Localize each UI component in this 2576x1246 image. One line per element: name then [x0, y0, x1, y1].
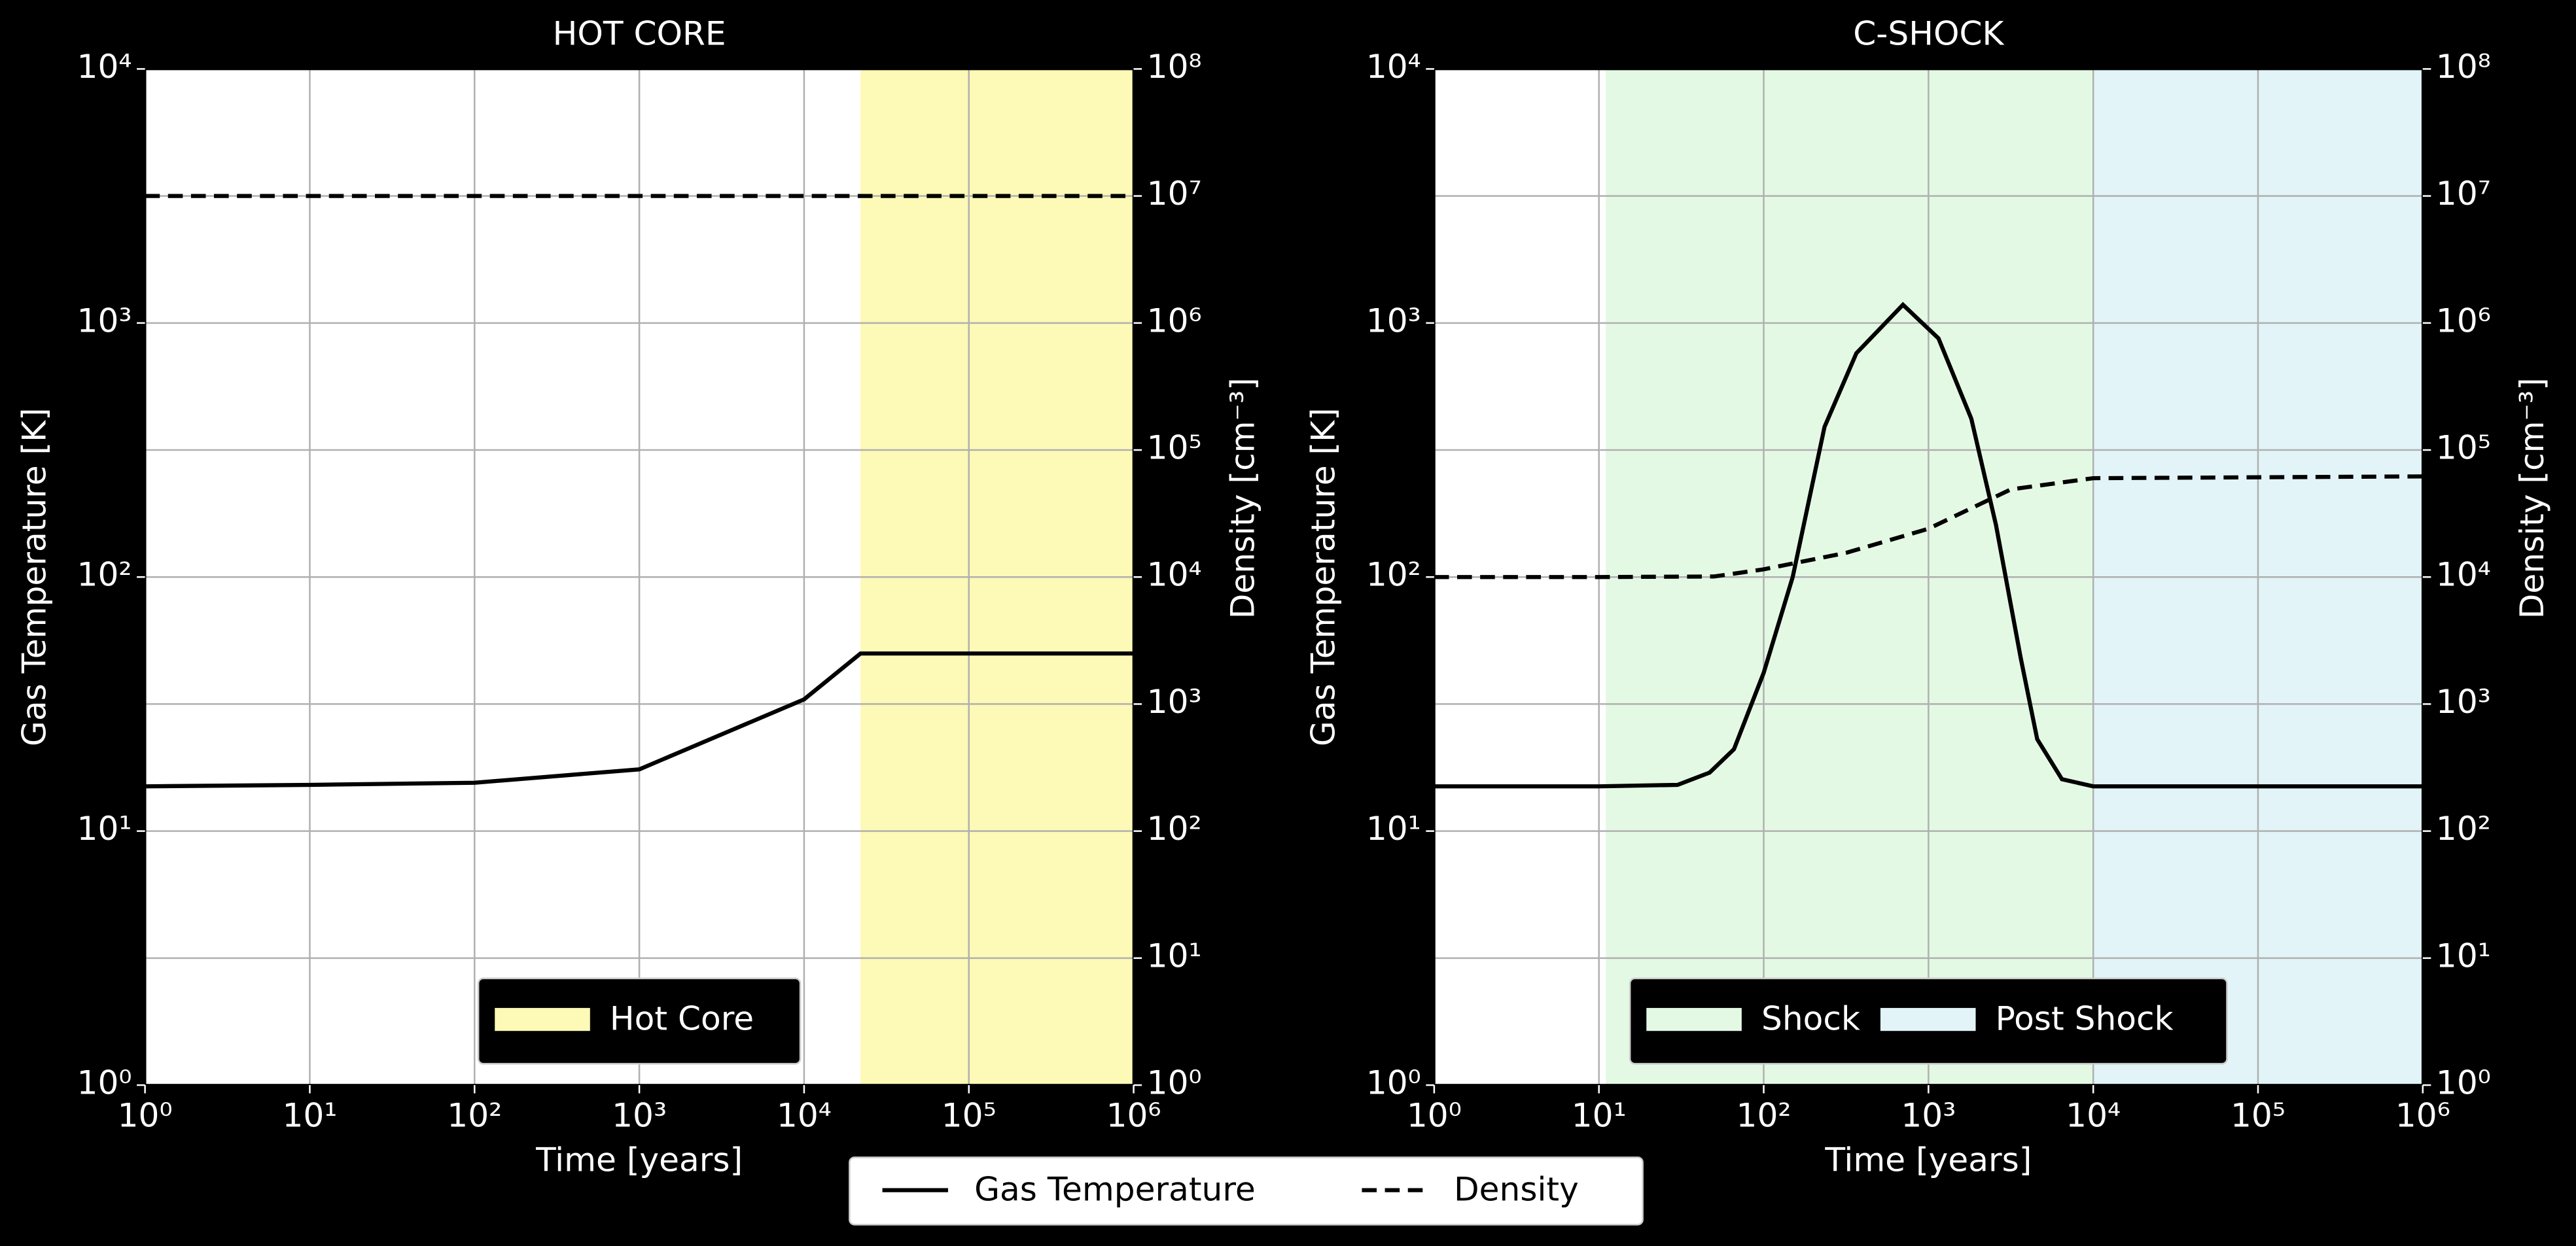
y-tick-label: 10⁴: [1366, 47, 1421, 86]
y-tick-label: 10⁴: [77, 47, 132, 86]
y2-tick-label: 10⁸: [1147, 47, 1202, 86]
y2-tick-label: 10¹: [2436, 936, 2491, 975]
data-line: [145, 651, 1134, 789]
x-tick-label: 10⁶: [2395, 1096, 2450, 1135]
legend-swatch: [1646, 1008, 1742, 1031]
x-tick-label: 10⁰: [118, 1096, 173, 1135]
y2-tick-label: 10⁵: [2436, 428, 2491, 467]
y2-tick-label: 10⁷: [2436, 174, 2491, 213]
y2-tick-label: 10²: [2436, 809, 2491, 848]
y2-tick-label: 10⁷: [1147, 174, 1202, 213]
region-legend: Shock Post Shock: [1629, 977, 2228, 1065]
x-axis-label: Time [years]: [535, 1140, 743, 1179]
y2-axis-label: Density [cm⁻³]: [2513, 377, 2551, 619]
y2-tick-label: 10³: [2436, 682, 2491, 721]
y2-tick-label: 10²: [1147, 809, 1202, 848]
data-line: [1434, 474, 2423, 580]
legend-swatch: [1880, 1008, 1976, 1031]
subplot-title: HOT CORE: [553, 14, 726, 53]
y2-axis-label: Density [cm⁻³]: [1224, 377, 1262, 619]
x-tick-label: 10⁵: [942, 1096, 997, 1135]
legend-label: Hot Core: [610, 999, 754, 1038]
y-tick-label: 10²: [77, 555, 132, 594]
legend-label: Post Shock: [1996, 999, 2174, 1038]
subplot-title: C-SHOCK: [1853, 14, 2004, 53]
x-tick-label: 10⁵: [2231, 1096, 2285, 1135]
region-legend: Hot Core: [477, 977, 802, 1065]
y2-tick-label: 10⁶: [1147, 301, 1202, 339]
x-tick-label: 10⁰: [1407, 1096, 1462, 1135]
data-line: [1434, 302, 2423, 789]
y-tick-label: 10⁰: [77, 1064, 132, 1102]
y-tick-label: 10³: [1366, 301, 1421, 339]
x-axis-label: Time [years]: [1824, 1140, 2032, 1179]
y-axis-label: Gas Temperature [K]: [1304, 407, 1343, 746]
y-tick-label: 10²: [1366, 555, 1421, 594]
y-tick-label: 10¹: [77, 809, 132, 848]
y2-tick-label: 10⁶: [2436, 301, 2491, 339]
x-tick-label: 10²: [1737, 1096, 1791, 1135]
legend-label: Gas Temperature: [974, 1170, 1256, 1209]
x-tick-label: 10⁴: [777, 1096, 832, 1135]
x-tick-label: 10⁴: [2066, 1096, 2121, 1135]
y2-tick-label: 10⁴: [2436, 555, 2491, 594]
y2-tick-label: 10³: [1147, 682, 1202, 721]
y-tick-label: 10³: [77, 301, 132, 339]
y-tick-label: 10¹: [1366, 809, 1421, 848]
y-axis-label: Gas Temperature [K]: [14, 407, 53, 746]
y2-tick-label: 10¹: [1147, 936, 1202, 975]
x-tick-label: 10¹: [282, 1096, 337, 1135]
legend-box: [477, 977, 802, 1065]
legend-box: [849, 1156, 1644, 1226]
x-tick-label: 10³: [612, 1096, 667, 1135]
y-tick-label: 10⁰: [1366, 1064, 1421, 1102]
legend-label: Density: [1454, 1170, 1579, 1209]
x-tick-label: 10⁶: [1106, 1096, 1161, 1135]
x-tick-label: 10¹: [1572, 1096, 1627, 1135]
legend-label: Shock: [1761, 999, 1860, 1038]
figure-legend: Gas Temperature Density: [849, 1156, 1644, 1226]
x-tick-label: 10²: [447, 1096, 502, 1135]
x-tick-label: 10³: [1901, 1096, 1956, 1135]
y2-tick-label: 10⁰: [1147, 1064, 1202, 1102]
y2-tick-label: 10⁵: [1147, 428, 1202, 467]
y2-tick-label: 10⁴: [1147, 555, 1202, 594]
y2-tick-label: 10⁸: [2436, 47, 2491, 86]
y2-tick-label: 10⁰: [2436, 1064, 2491, 1102]
legend-swatch: [495, 1008, 590, 1031]
